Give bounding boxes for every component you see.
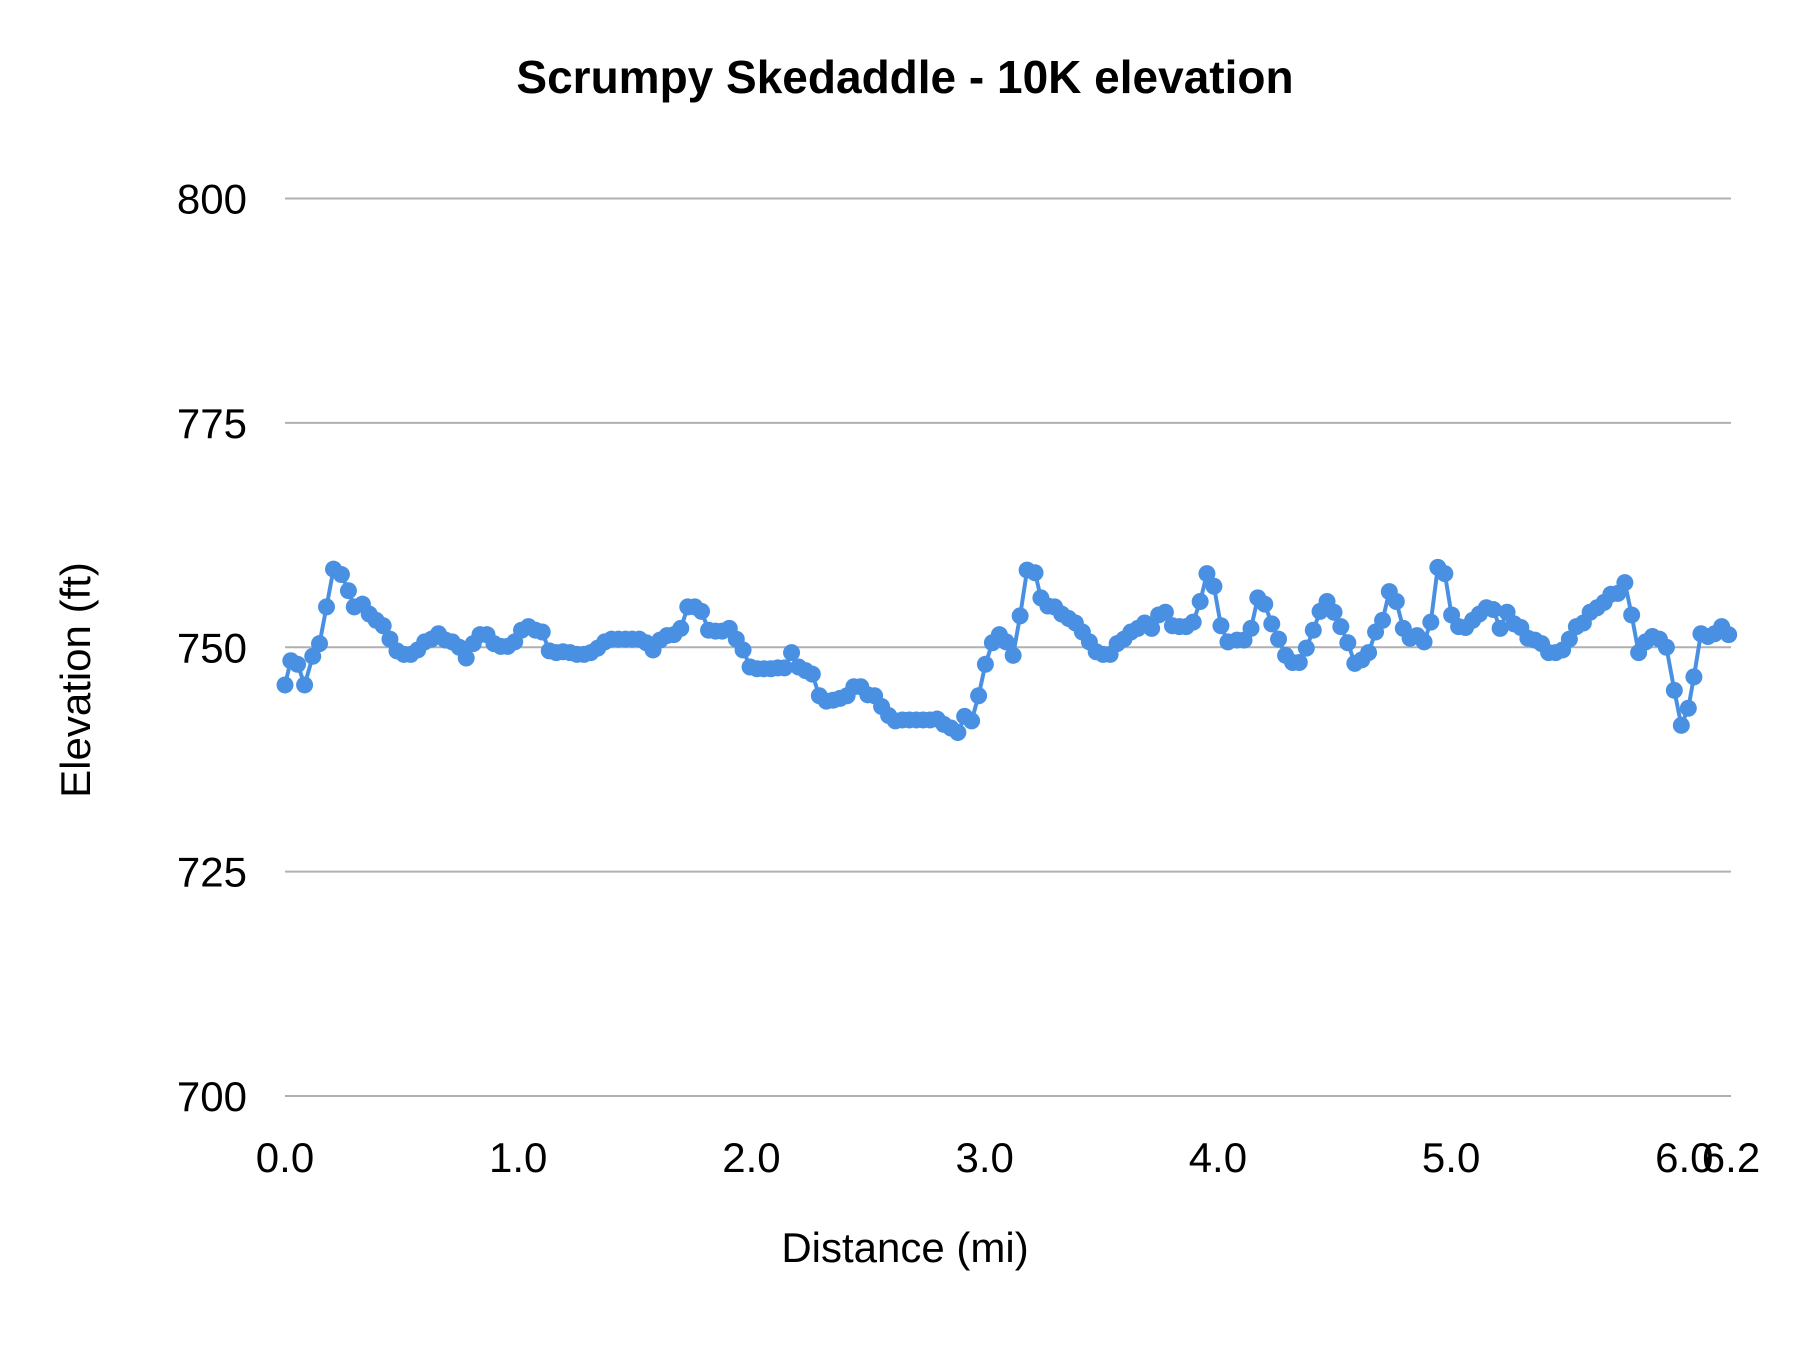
data-point: [1657, 638, 1675, 656]
data-point: [1436, 565, 1454, 583]
data-point: [1191, 592, 1209, 610]
data-point: [1212, 617, 1230, 635]
data-point: [1263, 615, 1281, 633]
data-point: [1304, 621, 1322, 639]
data-point: [1205, 577, 1223, 595]
data-point: [776, 659, 794, 677]
x-tick-label: 6.0: [1655, 1134, 1713, 1181]
y-axis-ticks: 700 725 750 775 800: [177, 176, 247, 1121]
data-point: [1332, 618, 1350, 636]
y-tick-label: 700: [177, 1073, 247, 1120]
y-tick-label: 750: [177, 624, 247, 671]
x-tick-label: 2.0: [722, 1134, 780, 1181]
data-point: [311, 635, 329, 653]
data-point: [997, 633, 1015, 651]
data-point: [1242, 619, 1260, 637]
data-point: [1484, 601, 1502, 619]
data-point: [1270, 630, 1288, 648]
chart-title: Scrumpy Skedaddle - 10K elevation: [516, 51, 1293, 103]
data-point: [289, 655, 307, 673]
data-point: [1374, 611, 1392, 629]
data-point: [1339, 634, 1357, 652]
x-axis-ticks: 0.0 1.0 2.0 3.0 4.0 5.0 6.06.2: [256, 1134, 1760, 1181]
data-point: [374, 617, 392, 635]
data-point: [1665, 681, 1683, 699]
x-tick-label: 3.0: [955, 1134, 1013, 1181]
data-point: [1256, 595, 1274, 613]
data-point: [1198, 565, 1216, 583]
data-point: [1297, 639, 1315, 657]
data-point: [1623, 606, 1641, 624]
y-tick-label: 725: [177, 849, 247, 896]
data-point: [457, 649, 475, 667]
data-point: [1004, 646, 1022, 664]
data-point: [339, 582, 357, 600]
y-tick-label: 800: [177, 176, 247, 223]
data-point: [332, 566, 350, 584]
data-point: [1143, 619, 1161, 637]
x-tick-label: 5.0: [1422, 1134, 1480, 1181]
data-point: [1325, 603, 1343, 621]
data-point: [1387, 592, 1405, 610]
y-tick-label: 775: [177, 400, 247, 447]
data-point: [1290, 654, 1308, 672]
data-point: [1616, 574, 1634, 592]
data-point: [783, 644, 801, 662]
data-point: [1679, 699, 1697, 717]
data-point: [1491, 619, 1509, 637]
x-tick-label: 0.0: [256, 1134, 314, 1181]
data-point: [1720, 626, 1738, 644]
data-point: [976, 655, 994, 673]
data-point: [1422, 613, 1440, 631]
data-point: [304, 647, 322, 665]
data-point: [672, 619, 690, 637]
data-point: [734, 641, 752, 659]
elevation-series: [276, 558, 1738, 742]
data-point: [1360, 644, 1378, 662]
data-point: [1672, 716, 1690, 734]
x-tick-label: 6.2: [1702, 1134, 1760, 1181]
data-point: [533, 623, 551, 641]
x-tick-label: 4.0: [1189, 1134, 1247, 1181]
data-point: [949, 724, 967, 742]
data-point: [803, 665, 821, 683]
data-point: [1415, 633, 1433, 651]
data-point: [1685, 668, 1703, 686]
data-point: [1184, 613, 1202, 631]
data-point: [970, 687, 988, 705]
data-point: [1011, 607, 1029, 625]
data-point: [1026, 564, 1044, 582]
x-tick-label: 1.0: [489, 1134, 547, 1181]
data-point: [1156, 603, 1174, 621]
data-point: [296, 676, 314, 694]
y-axis-label: Elevation (ft): [52, 562, 99, 798]
data-point: [693, 602, 711, 620]
data-point: [276, 676, 294, 694]
data-point: [963, 712, 981, 730]
data-point: [318, 598, 336, 616]
x-axis-label: Distance (mi): [781, 1224, 1028, 1271]
data-point: [1560, 630, 1578, 648]
